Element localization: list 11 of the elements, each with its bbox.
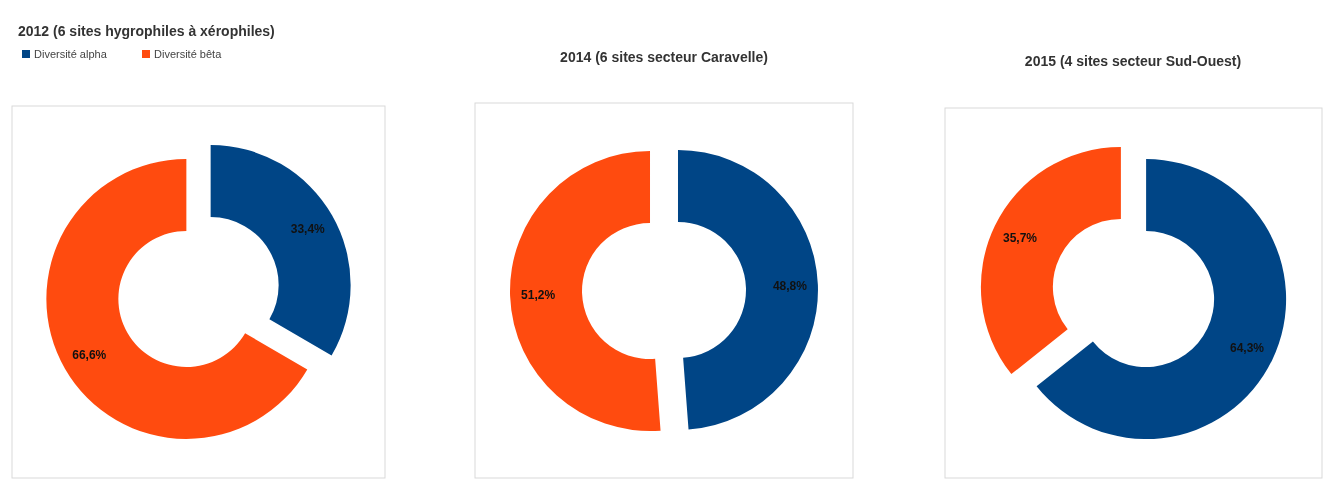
legend-label: Diversité alpha [34,48,108,60]
data-label: 51,2% [521,288,556,303]
data-label: 64,3% [1229,340,1265,355]
data-label: 35,7% [1002,231,1038,246]
data-label: 33,4% [290,222,326,237]
chart-title: 2012 (6 sites hygrophiles à xérophiles) [18,23,275,39]
data-label: 66,6% [72,347,107,362]
data-label: 48,8% [772,278,808,293]
chart-title: 2014 (6 sites secteur Caravelle) [560,49,768,65]
legend-label: Diversité bêta [154,48,223,60]
chart-title: 2015 (4 sites secteur Sud-Ouest) [1024,53,1242,69]
